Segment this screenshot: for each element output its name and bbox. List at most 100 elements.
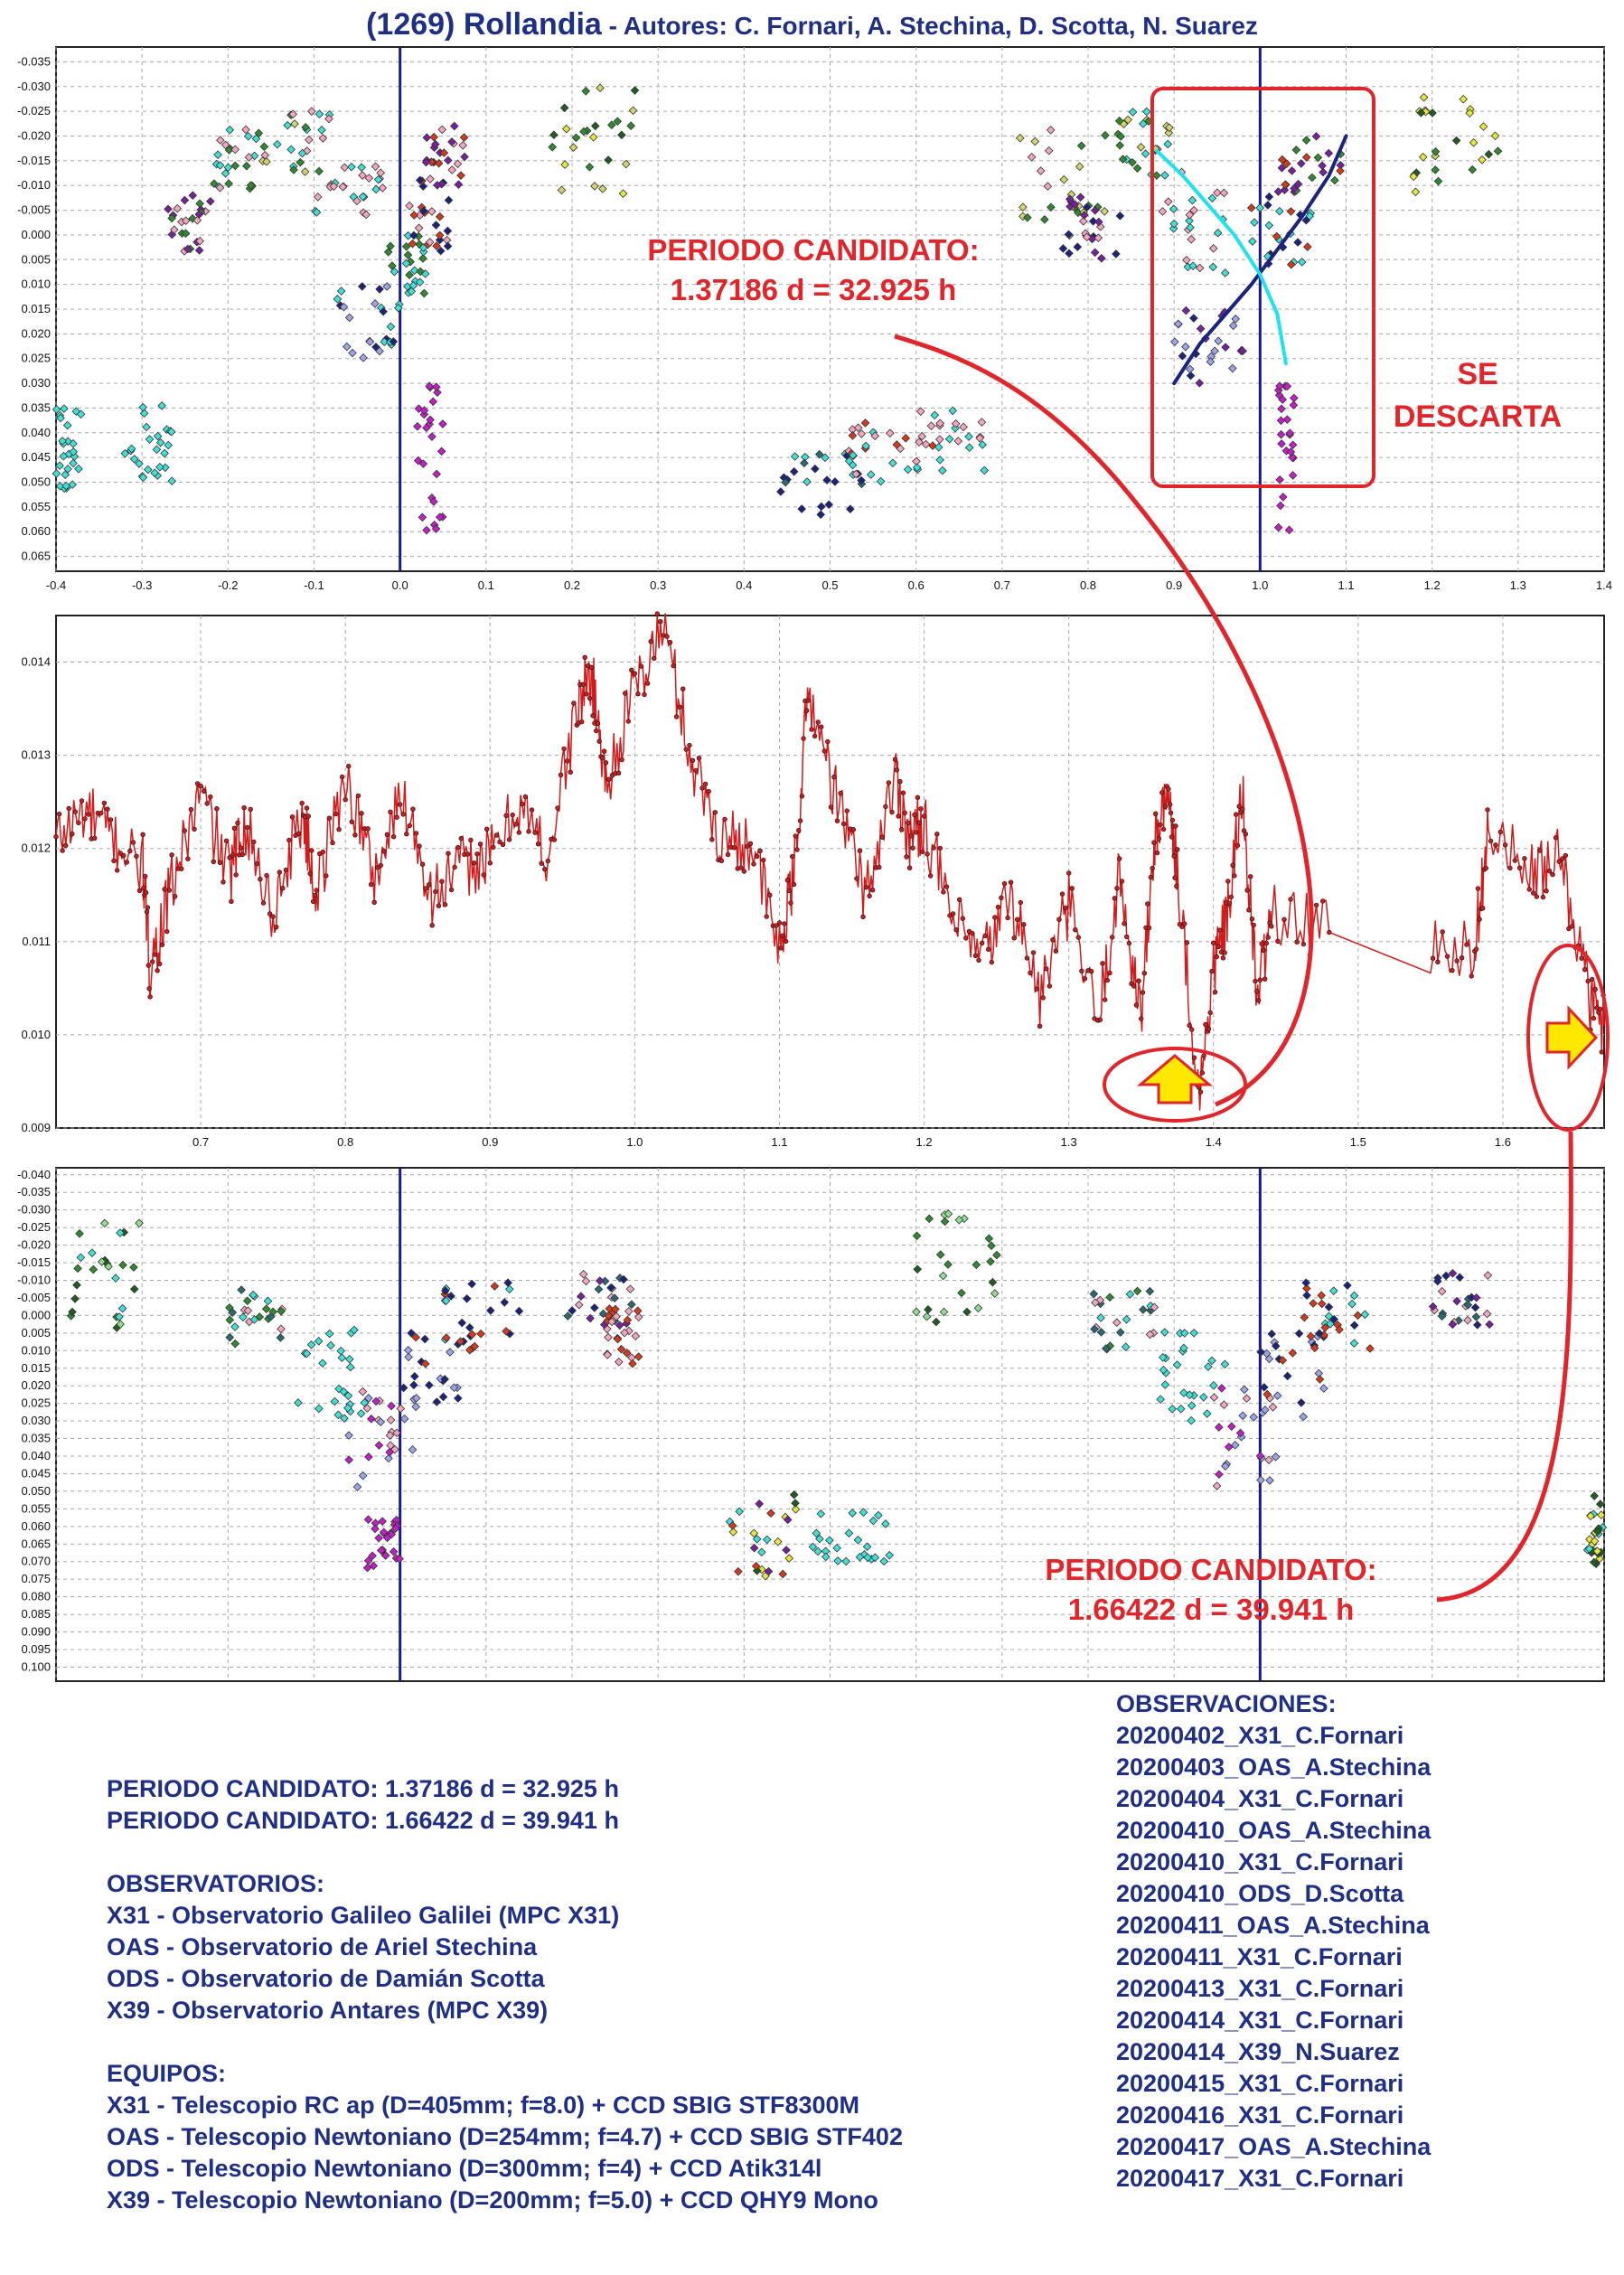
data-point [815,1534,824,1544]
data-point [915,437,924,447]
data-point [922,1311,932,1321]
periodogram-point [56,811,62,817]
data-point [940,1217,950,1227]
periodogram-point [1141,970,1148,976]
data-point [435,230,445,240]
data-point [1260,1383,1269,1392]
periodogram-point [299,800,305,806]
data-point [917,431,927,441]
data-point [623,1315,633,1325]
periodogram-point [702,781,709,787]
data-point [210,179,219,189]
data-point [885,1550,894,1560]
data-point [514,1306,524,1316]
data-point [1329,1314,1339,1324]
periodogram-point [741,869,746,874]
data-point [76,1253,86,1263]
data-point [790,452,800,461]
data-point [855,1552,865,1562]
data-point [800,452,810,462]
periodogram-point [145,905,151,910]
data-point [634,1352,643,1361]
equipos-block: EQUIPOS: X31 - Telescopio RC ap (D=405mm;… [107,2058,903,2216]
data-point [363,1394,373,1403]
data-point [324,1329,334,1339]
data-point [1082,202,1092,212]
data-point [365,337,375,346]
data-point [1273,522,1283,532]
data-point [173,203,183,213]
periodogram-point [953,926,959,933]
periodogram-point [1201,1053,1206,1058]
data-point [1079,211,1089,220]
periodogram-point [245,824,250,831]
data-point [313,193,323,202]
data-point [378,183,388,193]
y-tick-label: -0.040 [17,1168,51,1181]
data-point [225,125,235,135]
data-point [379,306,388,316]
periodogram-point [248,806,253,813]
data-point [1490,131,1500,141]
periodogram-point [157,961,163,967]
data-point [560,160,569,169]
periodogram-point [664,634,670,639]
data-point [1277,163,1287,173]
periodogram-point [1187,1022,1192,1029]
data-point [1409,172,1418,182]
periodogram-point [143,889,149,896]
data-point [167,213,176,223]
data-point [61,470,70,480]
data-point [1172,1360,1182,1369]
data-point [859,1508,868,1518]
data-point [1176,1404,1186,1414]
periodogram-point [1212,989,1218,995]
periodogram-point [455,844,461,851]
data-point [69,447,78,456]
periodogram-point [539,860,544,866]
periodogram-point [1253,978,1258,984]
observacion-line: 20200414_X31_C.Fornari [1116,2007,1404,2034]
periodogram-point [310,898,316,905]
x-tick-label: 0.4 [736,1688,752,1690]
data-point [1310,1343,1319,1353]
periodogram-point [886,780,892,785]
data-point [1123,115,1132,125]
data-point [244,153,254,162]
data-point [446,1348,455,1357]
data-point [617,130,626,140]
data-point [755,1499,765,1509]
data-point [435,212,445,221]
periodogram-point [1265,935,1271,940]
x-tick-label: 1.0 [1252,1688,1268,1690]
periodogram-point [1444,954,1450,959]
periodogram-point [1220,955,1226,961]
observatorio-line: ODS - Observatorio de Damián Scotta [107,1965,545,1992]
data-point [1090,205,1100,215]
periodogram-point [1263,940,1270,946]
periodogram-point [1450,967,1455,973]
data-point [449,1383,459,1393]
data-point [460,152,469,162]
data-point [581,86,591,96]
data-point [613,117,623,127]
y-tick-label: 0.050 [21,1484,51,1498]
periodogram-point [217,860,223,865]
data-point [386,1415,396,1424]
info-right: OBSERVACIONES: 20200402_X31_C.Fornari 2020… [1116,1688,1431,2226]
data-point [74,464,83,474]
data-point [954,1215,964,1225]
periodogram-point [850,826,856,832]
y-tick-label: -0.020 [17,1238,51,1252]
data-point [1101,1344,1111,1353]
periodogram-point [1197,1089,1204,1095]
periodogram-point [912,812,917,818]
data-point [1173,319,1183,329]
periodogram-point [1251,922,1256,928]
data-point [627,1353,636,1362]
data-point [778,1569,788,1579]
data-point [215,161,225,170]
data-point [1437,1311,1447,1321]
periodogram-point [1232,873,1237,879]
data-point [330,1396,340,1406]
